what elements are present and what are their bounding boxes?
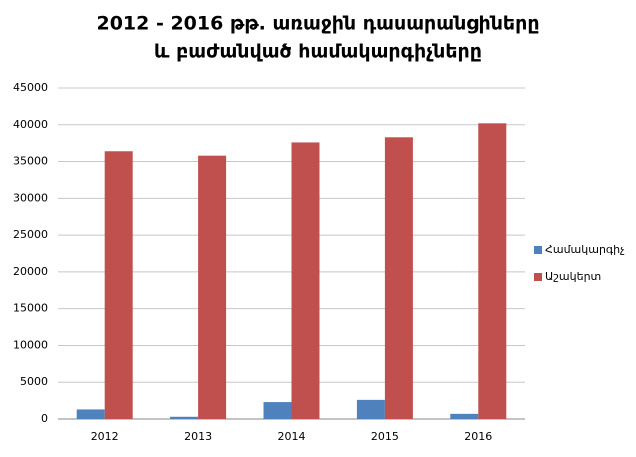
bar <box>104 151 133 419</box>
legend-swatch <box>534 273 542 281</box>
bar <box>450 413 479 419</box>
y-tick-label: 0 <box>41 412 48 425</box>
y-tick-label: 15000 <box>13 302 48 315</box>
legend-label: Աշակերտ <box>545 270 601 283</box>
y-tick-label: 20000 <box>13 265 48 278</box>
chart-title: 2012 - 2016 թթ. առաջին դասարանցիները <box>96 13 539 35</box>
y-tick-label: 25000 <box>13 228 48 241</box>
y-tick-label: 30000 <box>13 191 48 204</box>
y-tick-label: 40000 <box>13 118 48 131</box>
legend-swatch <box>534 246 542 254</box>
x-tick-label: 2013 <box>184 430 212 443</box>
x-tick-label: 2012 <box>91 430 119 443</box>
y-tick-label: 5000 <box>20 375 48 388</box>
bar <box>291 142 320 420</box>
x-tick-label: 2015 <box>371 430 399 443</box>
bar <box>170 416 199 419</box>
legend-label: Համակարգիչ <box>545 243 625 256</box>
bar <box>76 409 105 419</box>
bar <box>384 137 413 419</box>
bar <box>478 123 507 419</box>
y-tick-label: 10000 <box>13 338 48 351</box>
bar <box>198 155 227 419</box>
bar <box>263 402 292 419</box>
y-tick-label: 35000 <box>13 155 48 168</box>
chart-title: և բաժանված համակարգիչները <box>154 41 482 63</box>
bar <box>356 399 385 419</box>
x-tick-label: 2014 <box>278 430 306 443</box>
x-tick-label: 2016 <box>464 430 492 443</box>
y-tick-label: 45000 <box>13 81 48 94</box>
